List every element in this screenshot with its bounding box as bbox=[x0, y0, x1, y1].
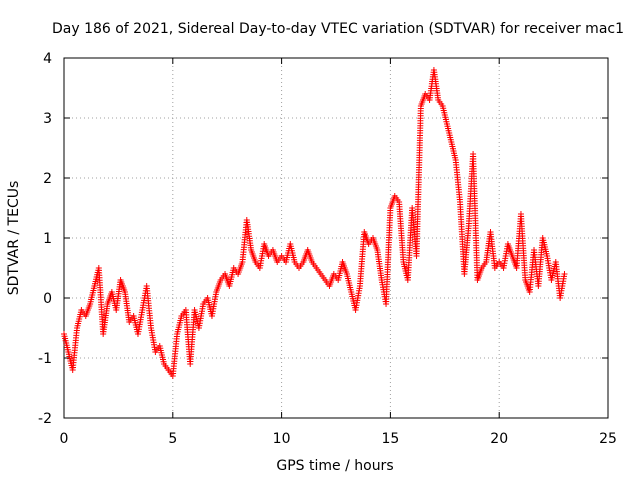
data-series bbox=[61, 67, 568, 379]
x-tick-label: 10 bbox=[273, 431, 291, 447]
y-tick-label: 3 bbox=[43, 111, 52, 127]
axis-ticks: 0 5 10 15 20 25 -2 -1 0 1 2 3 4 bbox=[38, 51, 617, 447]
y-tick-label: -1 bbox=[38, 351, 52, 367]
x-tick-label: 5 bbox=[168, 431, 177, 447]
grid bbox=[64, 58, 608, 418]
y-tick-label: 0 bbox=[43, 291, 52, 307]
x-tick-label: 15 bbox=[381, 431, 399, 447]
x-tick-label: 25 bbox=[599, 431, 617, 447]
y-tick-label: 2 bbox=[43, 171, 52, 187]
y-tick-label: 1 bbox=[43, 231, 52, 247]
chart-title: Day 186 of 2021, Sidereal Day-to-day VTE… bbox=[52, 21, 624, 37]
x-tick-label: 0 bbox=[60, 431, 69, 447]
y-tick-label: 4 bbox=[43, 51, 52, 67]
y-axis-label: SDTVAR / TECUs bbox=[6, 181, 22, 296]
x-tick-label: 20 bbox=[490, 431, 508, 447]
x-axis-label: GPS time / hours bbox=[276, 458, 393, 474]
y-tick-label: -2 bbox=[38, 411, 52, 427]
series-track bbox=[61, 69, 567, 377]
